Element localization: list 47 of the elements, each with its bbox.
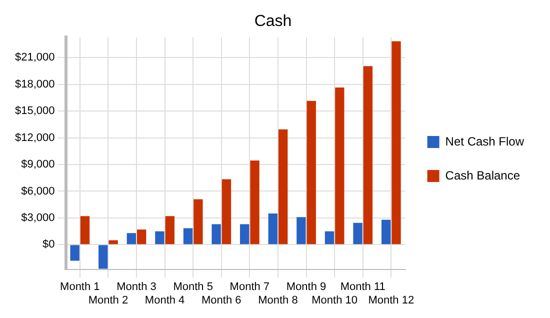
y-tick-label: $18,000 <box>14 78 55 90</box>
bar <box>183 228 193 244</box>
y-tick-label: $15,000 <box>14 105 55 118</box>
bar <box>165 216 174 244</box>
bar <box>212 224 221 244</box>
bar <box>381 220 391 244</box>
x-tick-label: Month 5 <box>173 281 213 294</box>
x-tick-label: Month 2 <box>88 294 128 306</box>
bar <box>222 179 232 244</box>
legend-label: Cash Balance <box>445 168 520 182</box>
y-tick-label: $21,000 <box>14 52 55 64</box>
y-tick-label: $0 <box>42 238 55 251</box>
bar <box>296 217 306 244</box>
bar <box>363 66 373 244</box>
x-tick-label: Month 8 <box>258 294 298 306</box>
bar <box>70 245 80 261</box>
bar <box>108 240 118 244</box>
bar <box>194 199 203 244</box>
y-tick-label: $12,000 <box>14 132 55 144</box>
x-tick-label: Month 3 <box>116 281 156 294</box>
bar <box>155 231 164 244</box>
bar <box>126 233 136 244</box>
bar <box>268 214 278 244</box>
bar <box>240 224 250 244</box>
y-tick-label: $6,000 <box>21 185 55 198</box>
legend-label: Net Cash Flow <box>445 134 524 148</box>
x-tick-label: Month 10 <box>312 294 358 306</box>
y-tick-label: $3,000 <box>21 212 55 224</box>
x-tick-label: Month 4 <box>144 294 185 306</box>
x-tick-label: Month 9 <box>286 281 326 294</box>
bar <box>80 216 90 244</box>
y-tick-label: $9,000 <box>21 158 55 171</box>
bar <box>335 88 344 244</box>
x-tick-label: Month 6 <box>202 294 242 306</box>
bar <box>98 245 108 269</box>
bar <box>278 129 288 244</box>
bar <box>324 231 334 244</box>
x-tick-label: Month 7 <box>230 281 270 294</box>
bar <box>250 160 260 244</box>
x-tick-label: Month 11 <box>340 281 386 294</box>
chart-title: Cash <box>254 13 292 30</box>
bar <box>353 222 362 244</box>
bar <box>392 41 401 244</box>
bar <box>306 100 316 244</box>
x-tick-label: Month 1 <box>60 281 100 294</box>
x-tick-label: Month 12 <box>368 294 414 306</box>
bar <box>137 230 146 244</box>
